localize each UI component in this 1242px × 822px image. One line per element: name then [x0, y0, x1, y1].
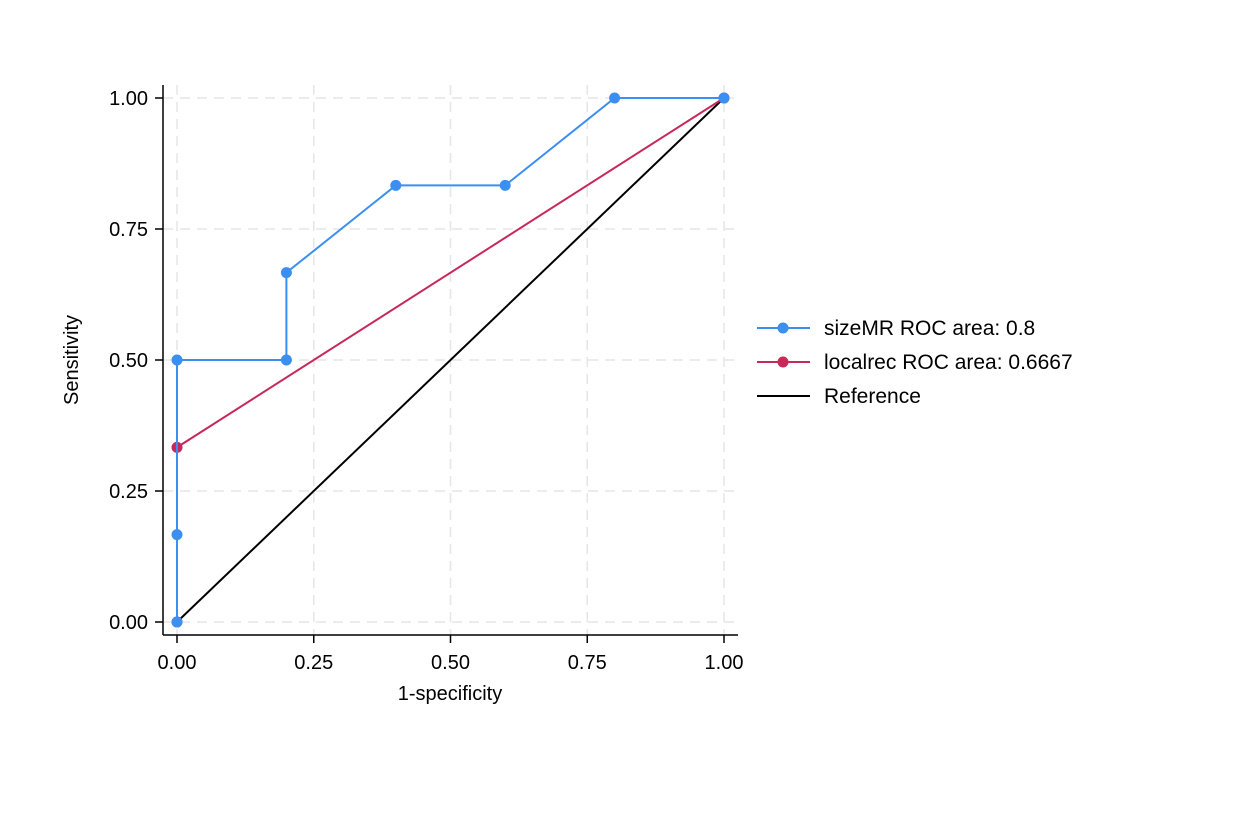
data-point [280, 354, 292, 366]
data-point [499, 179, 511, 191]
legend-swatch-marker [777, 356, 789, 368]
legend-swatch-marker [777, 322, 789, 334]
y-tick-label: 0.50 [109, 350, 148, 372]
x-tick-label: 0.50 [431, 652, 470, 674]
y-axis-title: Sensitivity [61, 315, 83, 405]
legend-item: Reference [757, 385, 921, 408]
series-2 [176, 97, 725, 623]
ticks: 0.00 0.25 0.50 0.75 1.00 0.00 0.25 0.50 0.75 1.00 [109, 88, 743, 674]
x-tick-label: 1.00 [705, 652, 744, 674]
legend-label: Reference [824, 385, 921, 408]
data-point [171, 616, 183, 628]
series-0 [171, 92, 730, 628]
data-point [171, 354, 183, 366]
data-point [390, 179, 402, 191]
x-tick-label: 0.00 [158, 652, 197, 674]
y-tick-label: 0.25 [109, 481, 148, 503]
legend-item: localrec ROC area: 0.6667 [757, 351, 1073, 374]
data-point [171, 529, 183, 541]
legend-item: sizeMR ROC area: 0.8 [757, 317, 1035, 340]
data-point [609, 92, 621, 104]
legend-label: localrec ROC area: 0.6667 [824, 351, 1073, 374]
data-point [718, 92, 730, 104]
y-tick-label: 1.00 [109, 88, 148, 110]
legend-label: sizeMR ROC area: 0.8 [824, 317, 1035, 340]
x-axis-title: 1-specificity [398, 683, 502, 705]
y-tick-label: 0.75 [109, 219, 148, 241]
series-line [176, 97, 725, 623]
x-tick-label: 0.25 [294, 652, 333, 674]
legend: sizeMR ROC area: 0.8 localrec ROC area: 0… [757, 317, 1073, 408]
series [171, 92, 730, 628]
x-tick-label: 0.75 [568, 652, 607, 674]
y-tick-label: 0.00 [109, 612, 148, 634]
data-point [280, 267, 292, 279]
